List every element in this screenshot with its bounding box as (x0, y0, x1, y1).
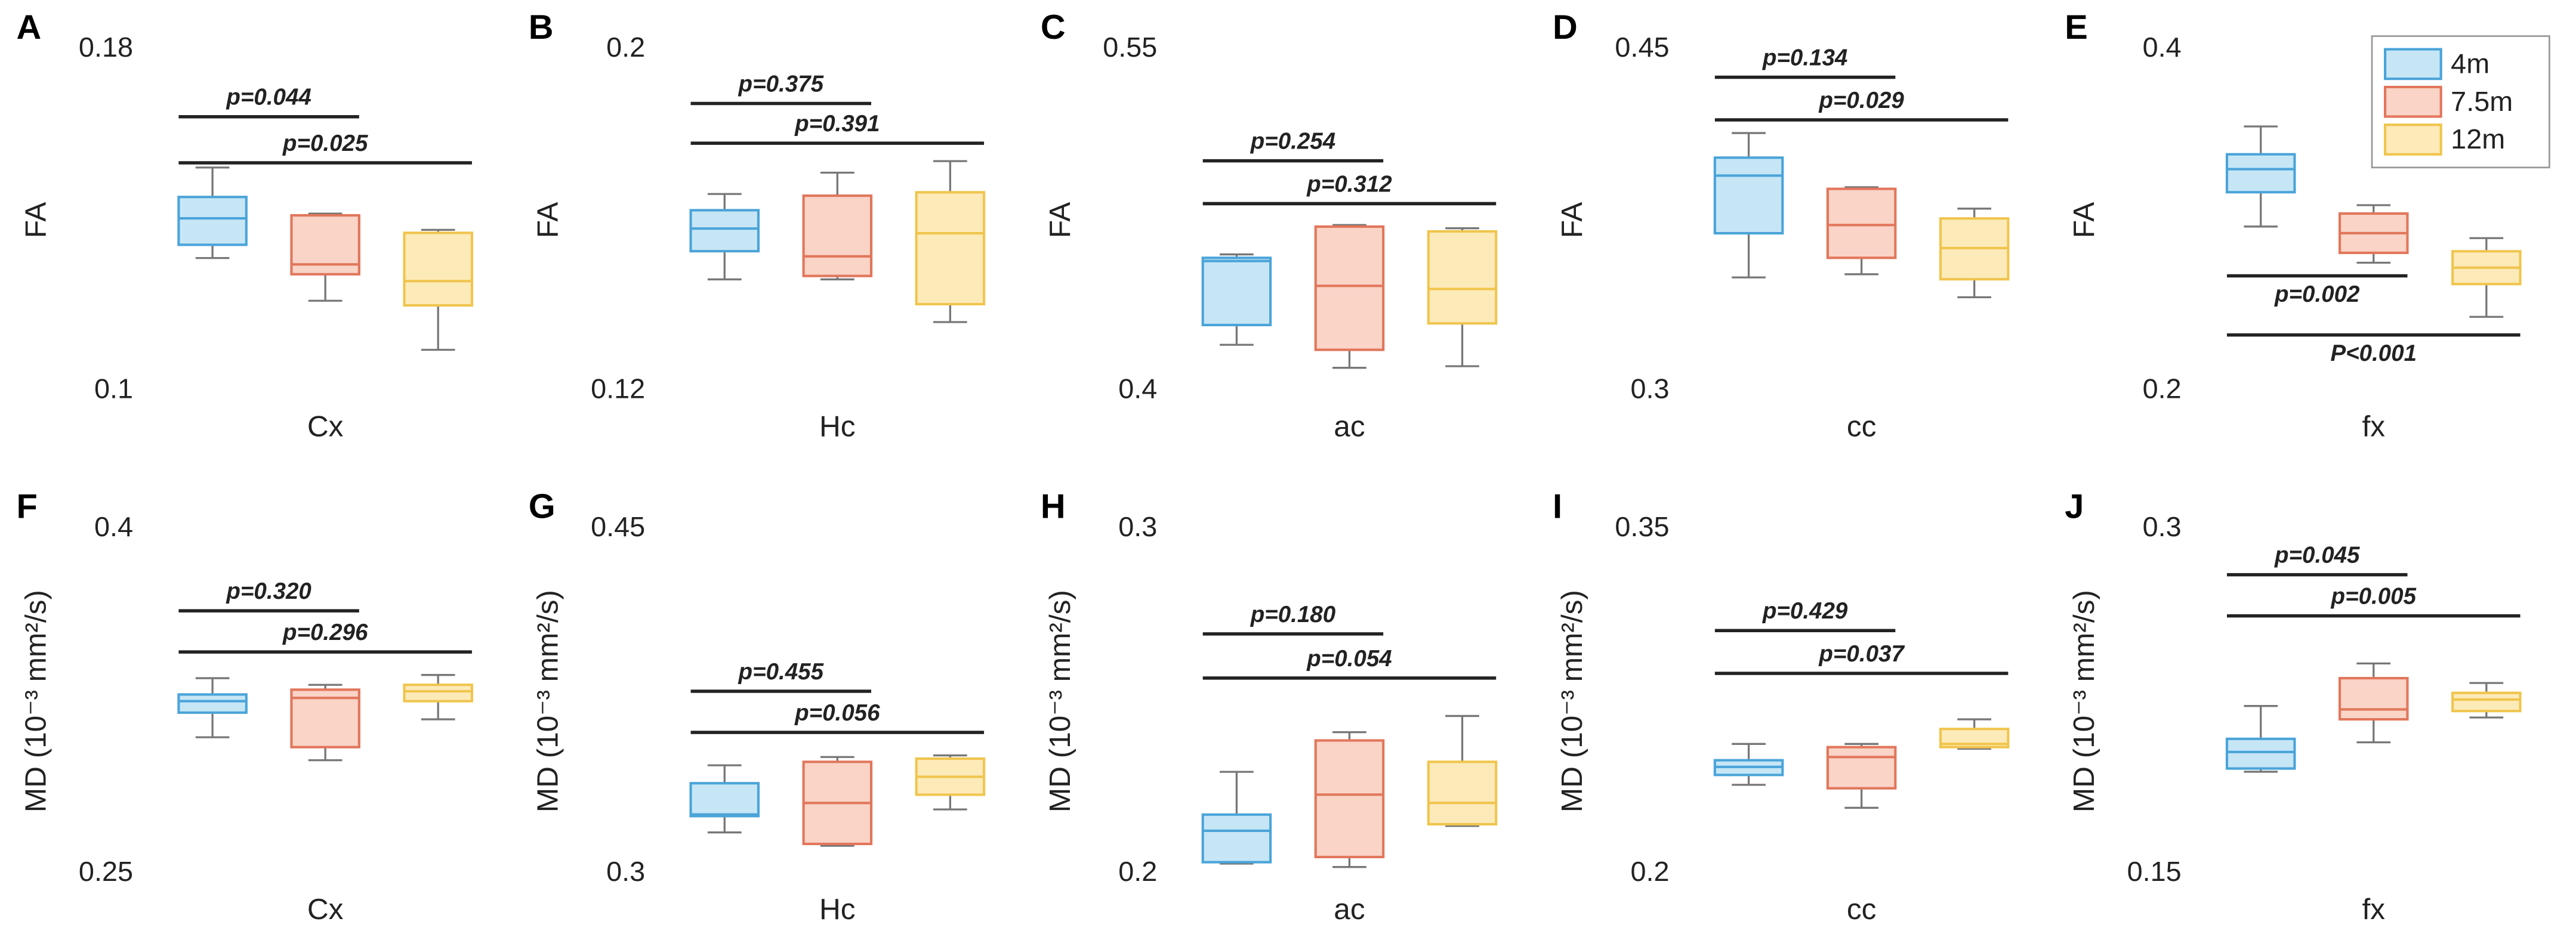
p-value: p=0.391 (794, 111, 880, 137)
x-axis-label: cc (1847, 892, 1877, 926)
p-value: p=0.054 (1306, 646, 1392, 672)
box (2339, 676, 2409, 721)
p-value: p=0.429 (1762, 598, 1848, 624)
y-axis-label: FA (18, 202, 52, 239)
x-axis-label: Cx (307, 410, 344, 443)
x-axis-label: cc (1847, 410, 1877, 443)
box (689, 782, 760, 818)
box (177, 196, 248, 246)
box (1201, 256, 1272, 326)
y-tick-label: 0.15 (2127, 856, 2182, 887)
x-axis-label: Hc (819, 892, 856, 926)
y-tick-label: 0.55 (1103, 32, 1157, 63)
box (1201, 813, 1272, 864)
y-tick-label: 0.1 (94, 373, 133, 404)
y-tick-label: 0.4 (94, 511, 133, 542)
p-value: p=0.134 (1762, 45, 1847, 70)
y-tick-label: 0.3 (1118, 511, 1157, 542)
y-tick-label: 0.45 (1615, 32, 1669, 63)
p-value: p=0.254 (1250, 129, 1335, 154)
p-value: p=0.296 (282, 620, 368, 645)
legend-swatch (2383, 48, 2442, 81)
box (915, 191, 986, 306)
y-axis-label: MD (10⁻³ mm²/s) (531, 590, 564, 812)
x-axis-label: ac (1334, 892, 1365, 926)
legend-swatch (2383, 85, 2442, 118)
y-tick-label: 0.3 (606, 856, 645, 887)
y-tick-label: 0.45 (591, 511, 645, 542)
y-tick-label: 0.3 (2143, 511, 2182, 542)
y-tick-label: 0.4 (1118, 373, 1157, 404)
p-value: p=0.056 (794, 700, 880, 726)
y-tick-label: 0.2 (1118, 856, 1157, 887)
y-axis-label: FA (1555, 202, 1588, 239)
p-value: p=0.002 (2274, 282, 2360, 307)
box (1427, 760, 1498, 826)
box (802, 194, 873, 277)
panel-label: J (2065, 488, 2084, 526)
y-axis-label: MD (10⁻³ mm²/s) (2067, 590, 2100, 812)
y-tick-label: 0.4 (2143, 32, 2182, 63)
box (1826, 746, 1897, 790)
p-value: p=0.005 (2331, 584, 2417, 610)
x-axis-label: fx (2362, 892, 2386, 926)
box (290, 688, 360, 749)
panel-label: I (1553, 488, 1562, 526)
x-axis-label: fx (2362, 410, 2386, 443)
box (1314, 225, 1385, 351)
panel-label: B (529, 8, 554, 47)
p-value: p=0.037 (1818, 641, 1905, 667)
p-value: p=0.312 (1306, 171, 1392, 197)
panel-label: E (2065, 8, 2088, 47)
y-axis-label: FA (1043, 202, 1076, 239)
legend-swatch (2383, 123, 2442, 156)
panel-label: H (1041, 488, 1066, 526)
y-tick-label: 0.18 (79, 32, 133, 63)
panel-label: F (17, 488, 38, 526)
p-value: P<0.001 (2330, 341, 2417, 366)
p-value: p=0.320 (226, 579, 311, 604)
p-value: p=0.045 (2274, 543, 2360, 568)
y-axis-label: MD (10⁻³ mm²/s) (18, 590, 52, 812)
y-tick-label: 0.3 (1630, 373, 1669, 404)
box (689, 209, 760, 253)
legend-label: 4m (2451, 48, 2489, 79)
p-value: p=0.375 (738, 71, 824, 97)
p-value: p=0.455 (738, 659, 824, 685)
box (177, 693, 248, 714)
panel-label: A (17, 8, 42, 47)
y-tick-label: 0.2 (2143, 373, 2182, 404)
x-axis-label: Cx (307, 892, 344, 926)
legend-label: 7.5m (2451, 86, 2513, 117)
y-axis-label: FA (2067, 202, 2100, 239)
y-axis-label: MD (10⁻³ mm²/s) (1043, 590, 1076, 812)
box (403, 231, 473, 307)
panel-label: C (1041, 8, 1066, 47)
y-tick-label: 0.2 (606, 32, 645, 63)
box (2451, 691, 2522, 713)
y-tick-label: 0.25 (79, 856, 133, 887)
p-value: p=0.025 (282, 131, 368, 156)
box (1427, 230, 1498, 325)
box (1713, 156, 1784, 235)
x-axis-label: Hc (819, 410, 856, 443)
p-value: p=0.180 (1250, 602, 1336, 627)
box (1826, 187, 1897, 259)
y-axis-label: FA (531, 202, 564, 239)
box (1314, 739, 1385, 858)
panel-label: D (1553, 8, 1578, 47)
x-axis-label: ac (1334, 410, 1365, 443)
y-tick-label: 0.2 (1630, 856, 1669, 887)
p-value: p=0.044 (226, 85, 311, 110)
box (2225, 153, 2296, 194)
box (2225, 737, 2296, 770)
box (403, 684, 473, 703)
legend-label: 12m (2451, 123, 2505, 154)
panel-label: G (529, 488, 556, 526)
y-tick-label: 0.35 (1615, 511, 1669, 542)
y-axis-label: MD (10⁻³ mm²/s) (1555, 590, 1588, 812)
y-tick-label: 0.12 (591, 373, 645, 404)
p-value: p=0.029 (1818, 88, 1904, 113)
